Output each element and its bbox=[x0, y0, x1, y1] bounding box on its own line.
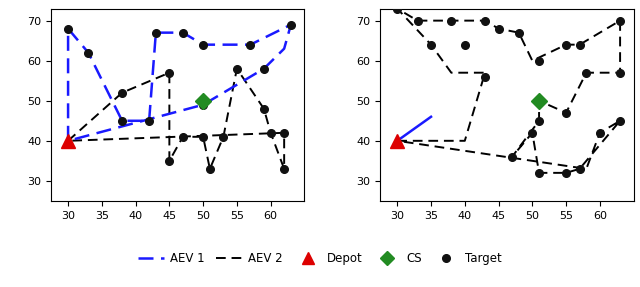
Legend: AEV 1, AEV 2, Depot, CS, Target: AEV 1, AEV 2, Depot, CS, Target bbox=[133, 247, 507, 269]
